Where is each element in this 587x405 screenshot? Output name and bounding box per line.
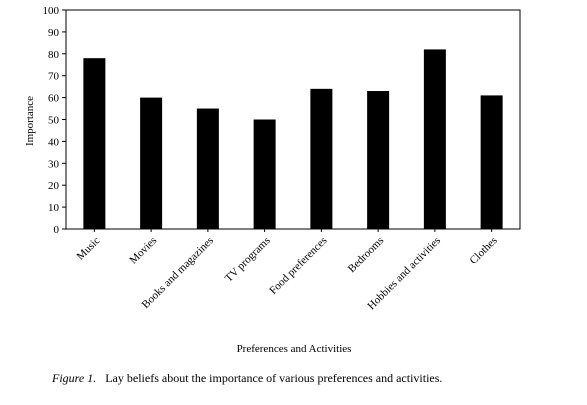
- x-tick-label: Movies: [127, 235, 159, 267]
- y-tick-label: 30: [48, 158, 60, 170]
- y-tick-label: 0: [54, 224, 60, 236]
- figure-label: Figure 1.: [52, 371, 97, 385]
- y-tick-label: 50: [48, 115, 60, 127]
- plot-frame: [65, 9, 521, 230]
- y-tick-label: 60: [48, 93, 60, 105]
- y-axis-label: Importance: [24, 96, 36, 146]
- y-tick-label: 90: [48, 27, 60, 39]
- y-tick-label: 40: [48, 136, 60, 148]
- y-tick-label: 10: [48, 202, 60, 214]
- y-tick-label: 100: [43, 5, 60, 17]
- caption-text: Lay beliefs about the importance of vari…: [105, 371, 443, 385]
- x-tick-label: Bedrooms: [346, 235, 386, 275]
- x-axis-label: Preferences and Activities: [237, 343, 352, 355]
- bar: [423, 49, 446, 229]
- plot-area: [65, 9, 521, 230]
- bar: [196, 108, 219, 229]
- y-axis: 0 10 20 30 40 50 60 70 80 90 100: [43, 5, 66, 236]
- y-tick-label: 80: [48, 49, 60, 61]
- y-tick-label: 70: [48, 71, 60, 83]
- x-tick-label: TV programs: [223, 235, 273, 285]
- bar: [83, 58, 106, 230]
- bar: [140, 97, 163, 229]
- y-tick-label: 20: [48, 180, 60, 192]
- x-tick-label: Music: [75, 235, 103, 263]
- bar: [367, 91, 390, 229]
- figure-caption: Figure 1. Lay beliefs about the importan…: [52, 371, 582, 386]
- x-tick-label: Clothes: [467, 235, 499, 267]
- bar: [480, 95, 503, 229]
- bar: [310, 88, 333, 229]
- bar: [253, 119, 276, 229]
- x-tick-label: Food preferences: [267, 235, 329, 297]
